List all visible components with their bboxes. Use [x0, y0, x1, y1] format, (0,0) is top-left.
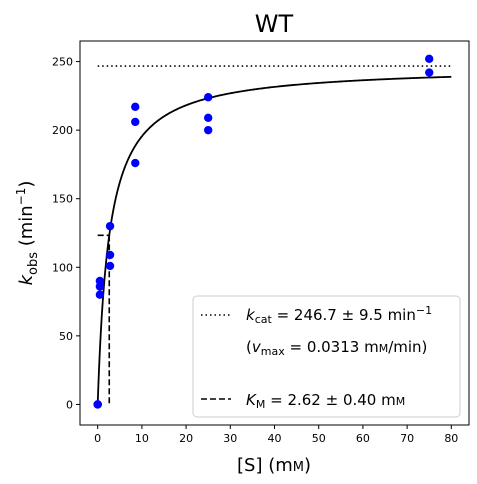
y-axis-title: kobs (min−1) [14, 181, 41, 286]
data-point [203, 113, 213, 123]
legend-box [192, 295, 461, 418]
y-tick-label: 50 [59, 330, 73, 343]
data-point [131, 117, 140, 127]
data-point [105, 261, 115, 271]
data-point [425, 54, 434, 64]
data-point [105, 250, 115, 260]
x-tick-label: 10 [135, 432, 149, 445]
x-tick-label: 80 [444, 432, 458, 445]
data-point [95, 290, 105, 299]
x-axis-title: [S] (mM) [237, 455, 311, 476]
data-point [425, 68, 434, 77]
y-tick-label: 0 [66, 398, 73, 411]
legend-km-label: KM = 2.62 ± 0.40 mM [246, 391, 405, 411]
fit-curve [96, 75, 452, 405]
data-point [203, 93, 213, 102]
y-tick-label: 100 [52, 261, 73, 274]
x-tick-label: 40 [268, 432, 282, 445]
x-tick-label: 20 [179, 432, 193, 445]
data-point [203, 125, 213, 135]
x-tick-label: 70 [400, 432, 414, 445]
x-tick-label: 50 [312, 432, 326, 445]
y-axis: 0 50 100 150 200 250 [52, 56, 80, 411]
plot-area [93, 54, 452, 409]
data-point [131, 102, 140, 112]
data-point [95, 276, 105, 286]
points-layer [93, 54, 434, 409]
x-tick-label: 30 [223, 432, 237, 445]
data-point [93, 400, 102, 409]
chart-title: WT [255, 10, 294, 38]
data-point [131, 158, 140, 168]
data-point [105, 221, 115, 231]
y-tick-label: 150 [52, 193, 73, 206]
x-axis: 0 10 20 30 40 50 60 70 80 [94, 425, 458, 445]
y-tick-label: 200 [52, 124, 73, 137]
legend-vmax-label: (vmax = 0.0313 mM/min) [246, 338, 427, 358]
x-tick-label: 60 [356, 432, 370, 445]
legend: kcat = 246.7 ± 9.5 min−1 (vmax = 0.0313 … [192, 295, 461, 418]
legend-kcat-label: kcat = 246.7 ± 9.5 min−1 [246, 304, 432, 326]
y-tick-label: 250 [52, 56, 73, 69]
x-tick-label: 0 [94, 432, 101, 445]
